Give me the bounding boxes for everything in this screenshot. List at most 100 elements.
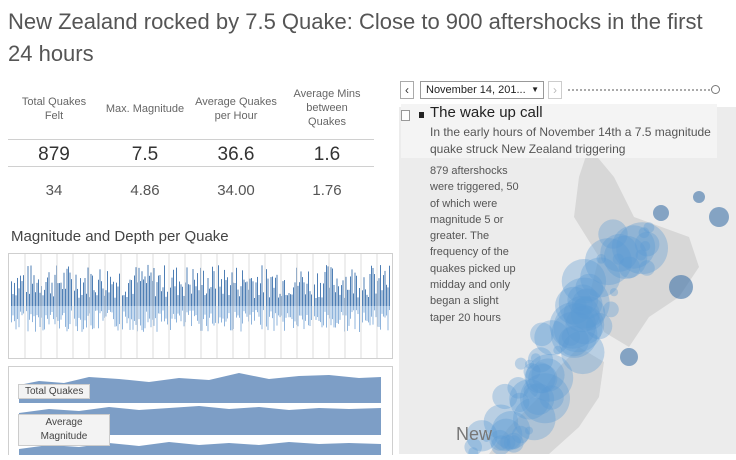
depth-bar (173, 306, 174, 314)
quake-bubble[interactable] (709, 207, 729, 227)
quake-bubble[interactable] (603, 301, 619, 318)
quake-bubble[interactable] (514, 357, 527, 370)
quake-bubble[interactable] (558, 277, 610, 329)
quake-bubble[interactable] (612, 253, 624, 265)
depth-bar (141, 306, 143, 331)
quake-bubble[interactable] (567, 284, 599, 316)
next-button[interactable]: › (548, 81, 562, 99)
quake-bubble[interactable] (525, 426, 533, 435)
depth-bar (330, 306, 332, 326)
quake-bubble[interactable] (598, 219, 628, 249)
quake-bubble[interactable] (575, 273, 604, 302)
quake-bubble[interactable] (507, 377, 529, 399)
depth-bar (308, 306, 309, 326)
quake-bubble[interactable] (620, 348, 638, 366)
quake-bubble[interactable] (466, 420, 498, 452)
quake-bubble[interactable] (492, 411, 531, 450)
quake-bubble[interactable] (464, 438, 482, 454)
quake-bubble[interactable] (571, 288, 603, 320)
depth-bar (95, 306, 96, 311)
depth-bar (138, 306, 140, 320)
quake-bubble[interactable] (509, 379, 550, 420)
quake-bubble[interactable] (468, 447, 479, 454)
quake-bubble[interactable] (489, 429, 511, 451)
quake-bubble[interactable] (563, 296, 600, 333)
kpi-value-total-quakes: 879 (38, 144, 70, 160)
quake-bubble[interactable] (489, 418, 523, 452)
quake-bubble[interactable] (523, 363, 541, 380)
quake-bubble[interactable] (618, 256, 641, 279)
quake-bubble[interactable] (530, 322, 554, 347)
quake-bubble[interactable] (553, 303, 603, 353)
depth-bar (177, 306, 179, 314)
quake-bubble[interactable] (513, 397, 556, 441)
prev-button[interactable]: ‹ (400, 81, 414, 99)
quake-bubble[interactable] (585, 312, 613, 340)
quake-bubble[interactable] (534, 320, 570, 356)
depth-bar (113, 306, 114, 320)
quake-bubble[interactable] (561, 259, 607, 304)
quake-bubble[interactable] (561, 327, 581, 346)
quake-bubble[interactable] (528, 364, 558, 394)
quake-bubble[interactable] (527, 347, 554, 373)
depth-bar (134, 306, 135, 321)
quake-bubble[interactable] (523, 383, 539, 399)
quake-bubble[interactable] (511, 425, 530, 444)
caption-toggle-icon[interactable] (401, 110, 410, 121)
quake-bubble[interactable] (558, 325, 589, 357)
quake-bubble[interactable] (611, 225, 656, 269)
time-slider-handle[interactable] (711, 85, 720, 94)
quake-bubble[interactable] (638, 227, 650, 239)
quake-bubble[interactable] (603, 235, 648, 279)
quake-bubble[interactable] (510, 392, 530, 413)
quake-bubble[interactable] (596, 254, 607, 264)
quake-bubble[interactable] (639, 260, 655, 276)
quake-bubble[interactable] (669, 275, 693, 299)
quake-bubble[interactable] (570, 296, 606, 331)
date-dropdown[interactable]: November 14, 201... ▼ (420, 81, 544, 99)
depth-bar (231, 306, 233, 331)
quake-bubble[interactable] (524, 362, 556, 394)
quake-bubble[interactable] (500, 435, 516, 451)
quake-bubble[interactable] (640, 241, 651, 252)
quake-bubble[interactable] (653, 205, 669, 221)
quake-bubble[interactable] (565, 305, 605, 345)
quake-bubble[interactable] (491, 435, 511, 454)
magnitude-bar (308, 271, 309, 306)
quake-bubble[interactable] (520, 373, 570, 424)
quake-bubble[interactable] (574, 298, 587, 311)
quake-bubble[interactable] (492, 383, 518, 410)
quake-bubble[interactable] (530, 353, 541, 363)
quake-bubble[interactable] (483, 404, 519, 439)
quake-bubble[interactable] (531, 358, 565, 392)
magnitude-bar (114, 297, 116, 306)
quake-bubble[interactable] (525, 354, 574, 402)
quake-bubble[interactable] (634, 231, 660, 257)
quake-map[interactable] (399, 107, 736, 454)
magnitude-bar (324, 271, 326, 306)
quake-bubble[interactable] (600, 234, 639, 272)
magnitude-depth-chart[interactable] (8, 253, 393, 359)
quake-bubble[interactable] (506, 435, 521, 450)
quake-bubble[interactable] (580, 257, 621, 298)
quake-bubble[interactable] (693, 191, 705, 203)
depth-bar (204, 306, 206, 315)
quake-bubble[interactable] (555, 286, 593, 325)
quake-bubble[interactable] (522, 383, 555, 416)
depth-bar (176, 306, 177, 323)
quake-bubble[interactable] (635, 249, 647, 261)
quake-bubble[interactable] (643, 222, 655, 233)
quake-bubble[interactable] (549, 302, 596, 349)
quake-bubble[interactable] (553, 345, 563, 355)
quake-bubble[interactable] (482, 433, 491, 442)
quake-bubble[interactable] (616, 222, 668, 275)
quake-bubble[interactable] (551, 311, 598, 358)
time-slider-track[interactable] (568, 89, 714, 91)
quake-bubble[interactable] (561, 330, 605, 375)
quake-bubble[interactable] (503, 432, 524, 453)
quake-bubble[interactable] (609, 288, 619, 297)
depth-bar (146, 306, 147, 312)
quake-bubble[interactable] (584, 238, 632, 286)
quake-bubble[interactable] (525, 359, 535, 369)
quake-bubble[interactable] (539, 385, 564, 410)
